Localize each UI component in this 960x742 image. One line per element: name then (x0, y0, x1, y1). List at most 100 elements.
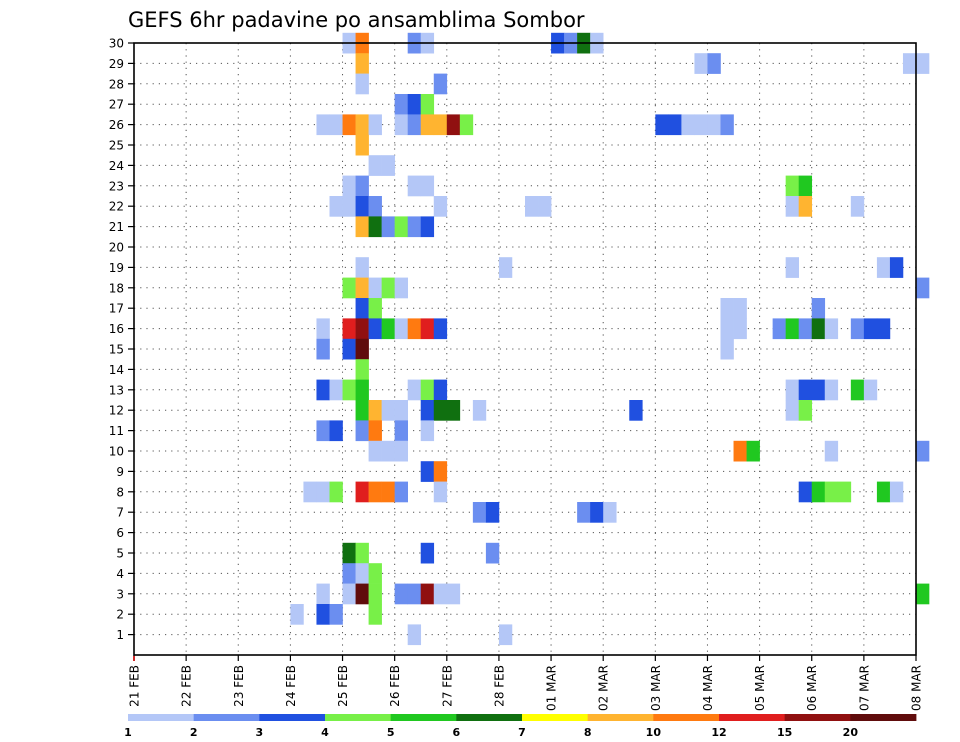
data-cell (420, 542, 435, 564)
x-tick-label: 22 FEB (180, 665, 194, 707)
data-cells (290, 32, 930, 646)
data-cell (368, 420, 382, 442)
data-cell (368, 481, 382, 503)
data-cell (355, 73, 369, 95)
data-cell (720, 298, 734, 319)
data-cell (355, 481, 369, 503)
colorbar-label: 1 (124, 726, 132, 739)
y-tick-label: 28 (109, 77, 124, 91)
data-cell (902, 53, 917, 74)
data-cell (316, 420, 330, 442)
y-tick-label: 17 (109, 302, 124, 316)
y-tick-label: 21 (109, 220, 124, 234)
data-cell (394, 114, 408, 136)
data-cell (420, 379, 435, 401)
data-cell (433, 461, 448, 482)
data-cell (368, 318, 382, 340)
data-cell (824, 379, 839, 401)
data-cell (394, 216, 408, 238)
data-cell (603, 502, 617, 523)
data-cell (368, 583, 382, 605)
data-cell (342, 277, 356, 299)
data-cell (407, 216, 422, 238)
data-cell (772, 318, 786, 340)
data-cell (342, 196, 356, 217)
data-cell (876, 318, 891, 340)
y-tick-label: 16 (109, 322, 124, 336)
y-tick-label: 7 (116, 506, 124, 520)
y-tick-label: 12 (109, 404, 124, 418)
data-cell (368, 196, 382, 217)
data-cell (355, 257, 369, 278)
data-cell (850, 379, 865, 401)
data-cell (368, 155, 382, 176)
data-cell (433, 400, 448, 421)
data-cell (355, 216, 369, 238)
data-cell (420, 94, 435, 115)
data-cell (889, 257, 904, 278)
data-cell (850, 318, 865, 340)
data-cell (394, 420, 408, 442)
data-cell (342, 318, 356, 340)
data-cell (316, 338, 330, 360)
data-cell (446, 400, 461, 421)
data-cell (394, 318, 408, 340)
y-tick-label: 14 (109, 363, 124, 377)
data-cell (498, 257, 513, 278)
data-cell (420, 216, 435, 238)
y-tick-label: 1 (116, 628, 124, 642)
data-cell (407, 318, 422, 340)
data-cell (889, 481, 904, 503)
data-cell (590, 502, 604, 523)
data-cell (459, 114, 474, 136)
data-cell (355, 134, 369, 156)
data-cell (381, 400, 395, 421)
data-cell (472, 502, 487, 523)
y-tick-label: 5 (116, 547, 124, 561)
data-cell (316, 114, 330, 136)
data-cell (381, 155, 395, 176)
x-tick-label: 23 FEB (232, 665, 246, 707)
data-cell (733, 318, 747, 340)
data-cell (785, 400, 799, 421)
data-cell (381, 216, 395, 238)
colorbar-label: 7 (518, 726, 526, 739)
y-tick-label: 6 (116, 526, 124, 540)
y-tick-label: 11 (109, 424, 124, 438)
x-tick-label: 28 FEB (492, 665, 506, 707)
colorbar-segment (850, 714, 917, 721)
colorbar-segment (522, 714, 589, 721)
x-tick-label: 25 FEB (336, 665, 350, 707)
data-cell (472, 400, 487, 421)
data-cell (916, 277, 930, 299)
y-tick-label: 19 (109, 261, 124, 275)
colorbar-segment (325, 714, 392, 721)
data-cell (785, 196, 799, 217)
data-cell (916, 583, 930, 605)
colorbar-segment (390, 714, 457, 721)
data-cell (381, 440, 395, 462)
data-cell (785, 318, 799, 340)
data-cell (798, 196, 813, 217)
data-cell (485, 502, 500, 523)
data-cell (785, 379, 799, 401)
data-cell (811, 298, 826, 319)
data-cell (381, 318, 395, 340)
y-axis: 1234567891011121314151617181920212223242… (109, 37, 134, 642)
colorbar-segment (653, 714, 720, 721)
data-cell (785, 175, 799, 197)
data-cell (407, 583, 422, 605)
x-tick-label: 07 MAR (857, 665, 871, 711)
y-tick-label: 22 (109, 200, 124, 214)
data-cell (433, 379, 448, 401)
data-cell (525, 196, 539, 217)
data-cell (629, 400, 643, 421)
data-cell (316, 318, 330, 340)
y-tick-label: 4 (116, 567, 124, 581)
x-tick-label: 21 FEB (128, 665, 142, 707)
data-cell (811, 318, 826, 340)
colorbar-label: 20 (843, 726, 859, 739)
data-cell (355, 420, 369, 442)
data-cell (433, 196, 448, 217)
y-tick-label: 23 (109, 179, 124, 193)
